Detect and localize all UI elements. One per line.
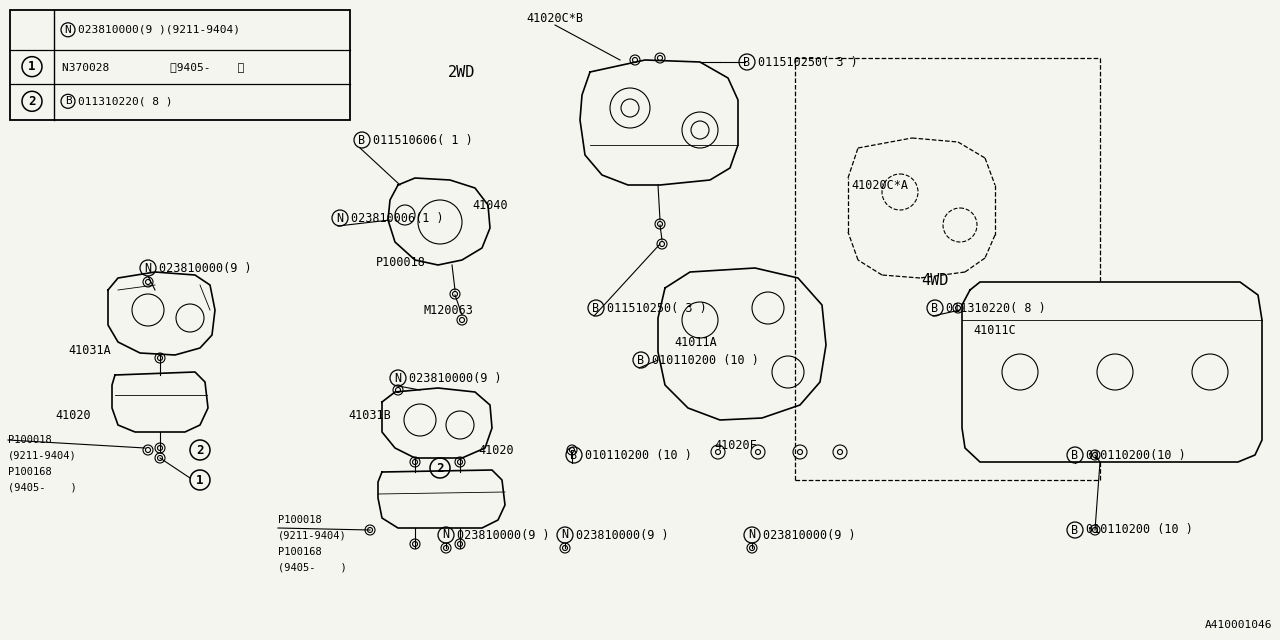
Text: 41031B: 41031B: [348, 408, 390, 422]
Text: 41020C*A: 41020C*A: [851, 179, 909, 191]
Text: 023810000(9 ): 023810000(9 ): [159, 262, 252, 275]
Text: B: B: [637, 353, 645, 367]
Text: B: B: [1071, 524, 1079, 536]
Text: 41020: 41020: [55, 408, 91, 422]
Text: B: B: [744, 56, 750, 68]
Text: 41011A: 41011A: [675, 335, 717, 349]
Text: 010110200 (10 ): 010110200 (10 ): [1085, 524, 1193, 536]
Text: N: N: [337, 211, 343, 225]
Text: N: N: [443, 529, 449, 541]
Text: 011310220( 8 ): 011310220( 8 ): [78, 96, 173, 106]
Text: 2: 2: [28, 95, 36, 108]
Text: N: N: [562, 529, 568, 541]
Text: N370028         〈9405-    〉: N370028 〈9405- 〉: [61, 61, 244, 72]
Text: P100018: P100018: [278, 515, 321, 525]
Text: 023810006(1 ): 023810006(1 ): [351, 211, 444, 225]
Text: 010110200 (10 ): 010110200 (10 ): [585, 449, 692, 461]
Text: (9211-9404): (9211-9404): [278, 531, 347, 541]
Text: M120063: M120063: [422, 303, 472, 317]
Text: P100168: P100168: [278, 547, 321, 557]
Text: (9211-9404): (9211-9404): [8, 450, 77, 460]
Text: 1: 1: [28, 60, 36, 73]
Text: 010110200(10 ): 010110200(10 ): [1085, 449, 1185, 461]
Text: 41031A: 41031A: [68, 344, 111, 356]
Text: 2: 2: [436, 461, 444, 474]
Text: (9405-    ): (9405- ): [278, 563, 347, 573]
Text: N: N: [64, 25, 72, 35]
Text: 2WD: 2WD: [448, 65, 476, 79]
Text: A410001046: A410001046: [1204, 620, 1272, 630]
Text: 023810000(9 )(9211-9404): 023810000(9 )(9211-9404): [78, 25, 241, 35]
Text: (9405-    ): (9405- ): [8, 482, 77, 492]
Text: N: N: [394, 371, 402, 385]
Text: 41020F: 41020F: [714, 438, 756, 451]
Text: B: B: [932, 301, 938, 314]
Text: 023810000(9 ): 023810000(9 ): [410, 371, 502, 385]
Text: 41020: 41020: [477, 444, 513, 456]
Text: 41020C*B: 41020C*B: [526, 12, 584, 24]
Text: 011510250( 3 ): 011510250( 3 ): [758, 56, 858, 68]
Text: 4WD: 4WD: [922, 273, 948, 287]
Text: B: B: [593, 301, 599, 314]
Bar: [10, 10, 349, 120]
Text: P100018: P100018: [376, 255, 426, 269]
Text: B: B: [1071, 449, 1079, 461]
Text: B: B: [64, 96, 72, 106]
Text: 011510250( 3 ): 011510250( 3 ): [607, 301, 707, 314]
Text: 011310220( 8 ): 011310220( 8 ): [946, 301, 1046, 314]
Text: P100168: P100168: [8, 467, 51, 477]
Text: 1: 1: [196, 474, 204, 486]
Text: 41011C: 41011C: [973, 323, 1016, 337]
Text: 41040: 41040: [472, 198, 508, 211]
Text: 010110200 (10 ): 010110200 (10 ): [652, 353, 759, 367]
Text: P100018: P100018: [8, 435, 51, 445]
Text: 011510606( 1 ): 011510606( 1 ): [372, 134, 472, 147]
Text: 023810000(9 ): 023810000(9 ): [457, 529, 549, 541]
Text: 023810000(9 ): 023810000(9 ): [576, 529, 668, 541]
Text: N: N: [145, 262, 151, 275]
Text: B: B: [358, 134, 366, 147]
Text: 023810000(9 ): 023810000(9 ): [763, 529, 855, 541]
Text: 2: 2: [196, 444, 204, 456]
Text: B: B: [571, 449, 577, 461]
Text: N: N: [749, 529, 755, 541]
